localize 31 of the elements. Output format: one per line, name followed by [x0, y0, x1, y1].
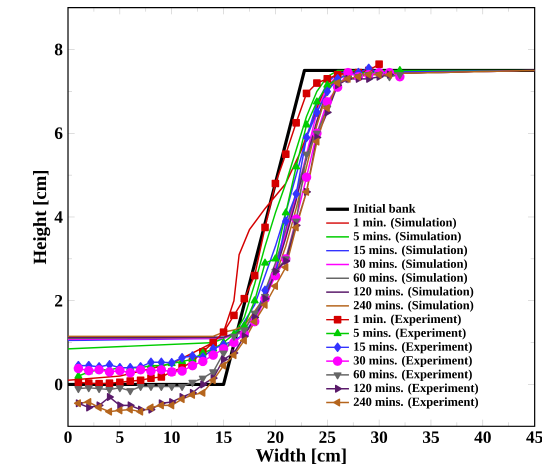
x-tick-label: 0 — [64, 431, 72, 444]
legend-label: 1 min. (Simulation) — [354, 218, 456, 230]
legend-label: 15 mins. (Experiment) — [354, 342, 472, 354]
x-tick-label: 5 — [116, 431, 124, 443]
y-tick-label: 8 — [54, 44, 62, 56]
y-tick-label: 2 — [55, 294, 62, 306]
legend-label: 30 mins. (Experiment) — [354, 356, 472, 368]
legend-label: 240 mins. (Experiment) — [354, 397, 478, 408]
legend-label: Initial bank — [354, 204, 416, 213]
y-axis-title: Height [cm] — [33, 170, 50, 264]
x-tick-label: 15 — [216, 431, 232, 443]
y-tick-label: 6 — [54, 127, 62, 140]
x-tick-label: 20 — [267, 431, 284, 444]
x-axis-title: Width [cm] — [256, 448, 346, 464]
legend-label: 5 mins. (Simulation) — [354, 232, 461, 243]
legend-label: 60 mins. (Experiment) — [354, 370, 472, 381]
legend-label: 120 mins. (Simulation) — [354, 286, 474, 298]
x-tick-label: 30 — [371, 431, 388, 444]
legend-label: 5 mins. (Experiment) — [354, 328, 466, 340]
legend-label: 120 mins. (Experiment) — [354, 383, 478, 395]
x-tick-label: 40 — [474, 431, 491, 444]
legend-label: 1 min. (Experiment) — [354, 314, 461, 326]
legend-label: 15 mins. (Simulation) — [354, 245, 468, 257]
legend-label: 30 mins. (Simulation) — [354, 259, 468, 270]
legend-label: 60 mins. (Simulation) — [354, 273, 468, 284]
y-tick-label: 0 — [54, 378, 62, 390]
x-tick-label: 25 — [319, 431, 336, 444]
x-tick-label: 10 — [164, 431, 180, 444]
y-tick-label: 4 — [54, 211, 63, 223]
x-tick-label: 35 — [422, 431, 439, 444]
legend-label: 240 mins. (Simulation) — [354, 300, 474, 312]
